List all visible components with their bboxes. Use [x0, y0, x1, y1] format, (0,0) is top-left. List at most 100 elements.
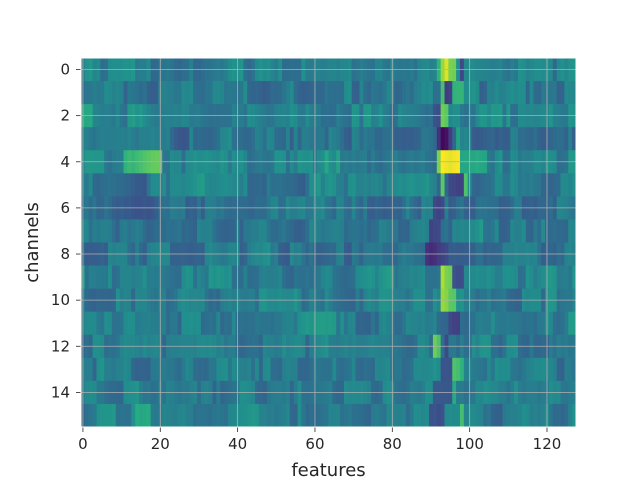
- heatmap-cell: [498, 357, 503, 382]
- heatmap-cell: [297, 173, 302, 197]
- heatmap-cell: [560, 173, 565, 197]
- heatmap-cell: [386, 81, 391, 105]
- heatmap-cell: [367, 265, 372, 290]
- heatmap-cell: [444, 311, 449, 336]
- heatmap-cell: [548, 403, 554, 428]
- heatmap-cell: [258, 311, 264, 336]
- heatmap-cell: [374, 403, 380, 428]
- heatmap-cell: [262, 403, 268, 428]
- heatmap-cell: [459, 219, 465, 243]
- heatmap-cell: [142, 219, 148, 243]
- heatmap-cell: [425, 173, 430, 197]
- heatmap-cell: [367, 127, 372, 151]
- heatmap-cell: [548, 357, 554, 382]
- heatmap-cell: [564, 265, 569, 290]
- heatmap-cell: [560, 81, 565, 105]
- heatmap-cell: [355, 173, 360, 197]
- heatmap-cell: [421, 403, 426, 428]
- heatmap-cell: [514, 173, 519, 197]
- heatmap-cell: [340, 173, 345, 197]
- heatmap-cell: [324, 357, 329, 382]
- heatmap-cell: [123, 173, 128, 197]
- heatmap-cell: [487, 265, 492, 290]
- heatmap-cell: [448, 219, 453, 243]
- heatmap-cell: [475, 311, 480, 336]
- heatmap-cell: [525, 81, 530, 105]
- heatmap-cell: [169, 311, 175, 336]
- y-tick-label: 10: [51, 291, 70, 309]
- heatmap-cell: [374, 173, 380, 197]
- heatmap-cell: [104, 219, 109, 243]
- heatmap-cell: [398, 403, 403, 428]
- heatmap-cell: [421, 127, 426, 151]
- heatmap-cell: [564, 81, 569, 105]
- heatmap-cell: [111, 81, 117, 105]
- heatmap-cell: [297, 311, 302, 336]
- heatmap-cell: [359, 173, 364, 197]
- heatmap-cell: [231, 357, 237, 382]
- heatmap-cell: [359, 403, 364, 428]
- heatmap-cell: [452, 127, 457, 151]
- heatmap-cell: [305, 265, 310, 290]
- heatmap-cell: [537, 127, 542, 151]
- heatmap-cell: [297, 403, 302, 428]
- heatmap-cell: [374, 219, 380, 243]
- heatmap-cell: [405, 81, 411, 105]
- heatmap-cell: [166, 311, 171, 336]
- heatmap-cell: [506, 403, 511, 428]
- heatmap-cell: [436, 127, 442, 151]
- heatmap-cell: [115, 127, 121, 151]
- heatmap-cell: [429, 219, 434, 243]
- heatmap-cell: [208, 219, 213, 243]
- heatmap-cell: [487, 127, 492, 151]
- heatmap-cell: [444, 127, 449, 151]
- heatmap-cell: [200, 357, 206, 382]
- heatmap-cell: [251, 357, 256, 382]
- heatmap-cell: [440, 311, 445, 336]
- heatmap-cell: [483, 173, 488, 197]
- heatmap-cell: [537, 357, 542, 382]
- heatmap-cell: [510, 127, 515, 151]
- heatmap-cell: [119, 173, 124, 197]
- heatmap-cell: [139, 403, 144, 428]
- heatmap-cell: [216, 81, 221, 105]
- heatmap-cell: [220, 265, 225, 290]
- heatmap-cell: [494, 173, 500, 197]
- heatmap-cell: [231, 311, 237, 336]
- heatmap-cell: [258, 173, 264, 197]
- heatmap-cell: [459, 265, 465, 290]
- heatmap-cell: [537, 265, 542, 290]
- heatmap-cell: [197, 357, 202, 382]
- heatmap-cell: [150, 265, 155, 290]
- heatmap-cell: [413, 265, 418, 290]
- heatmap-cell: [374, 265, 380, 290]
- x-tick-label: 40: [228, 435, 247, 453]
- heatmap-cell: [212, 403, 217, 428]
- heatmap-cell: [401, 265, 407, 290]
- heatmap-cell: [181, 311, 186, 336]
- heatmap-cell: [289, 173, 295, 197]
- heatmap-cell: [521, 357, 527, 382]
- heatmap-cell: [417, 265, 422, 290]
- heatmap-cell: [270, 403, 275, 428]
- grid-lines: [81, 58, 576, 427]
- heatmap-cell: [432, 127, 438, 151]
- heatmap-cell: [185, 357, 190, 382]
- heatmap-cell: [193, 219, 198, 243]
- heatmap-cell: [367, 173, 372, 197]
- heatmap-cell: [448, 265, 453, 290]
- heatmap-cell: [541, 265, 546, 290]
- heatmap-cell: [498, 173, 503, 197]
- heatmap-cell: [347, 127, 353, 151]
- heatmap-cell: [227, 173, 233, 197]
- heatmap-cell: [401, 81, 407, 105]
- heatmap-cell: [386, 219, 391, 243]
- heatmap-cell: [243, 173, 248, 197]
- heatmap-cell: [142, 311, 148, 336]
- heatmap-cell: [429, 311, 434, 336]
- heatmap-cell: [548, 219, 554, 243]
- heatmap-cell: [285, 357, 291, 382]
- heatmap-cell: [301, 81, 306, 105]
- heatmap-cell: [208, 173, 213, 197]
- heatmap-cell: [200, 173, 206, 197]
